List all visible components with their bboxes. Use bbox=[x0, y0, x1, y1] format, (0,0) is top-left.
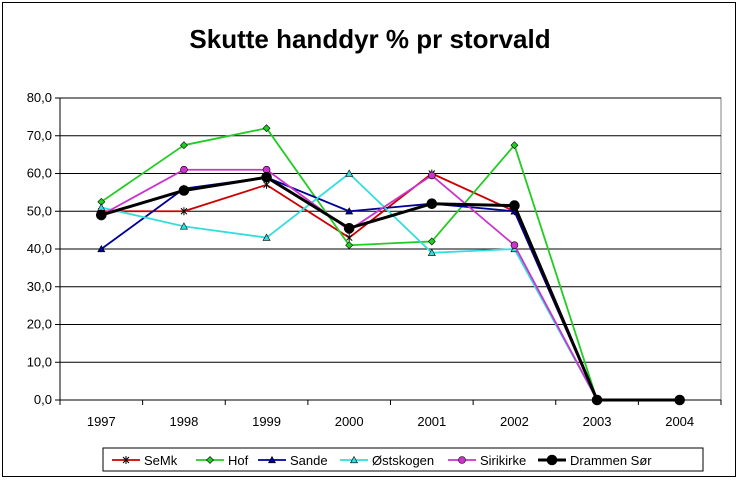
legend-item: Sande bbox=[258, 453, 328, 468]
legend-label: Hof bbox=[228, 453, 249, 468]
data-point-marker bbox=[179, 222, 188, 230]
y-tick-label: 60,0 bbox=[27, 166, 52, 181]
legend-item: Drammen Sør bbox=[538, 453, 652, 468]
legend-item: Hof bbox=[196, 453, 249, 468]
data-point-marker bbox=[427, 248, 436, 256]
data-point-marker bbox=[458, 456, 466, 464]
data-point-marker bbox=[96, 209, 107, 221]
data-point-marker bbox=[180, 207, 188, 216]
data-point-marker bbox=[591, 394, 603, 406]
x-tick-label: 1999 bbox=[252, 414, 281, 429]
legend-box bbox=[102, 447, 704, 472]
x-tick-label: 2003 bbox=[583, 414, 612, 429]
chart-title: Skutte handdyr % pr storvald bbox=[189, 24, 550, 54]
y-tick-label: 30,0 bbox=[27, 279, 52, 294]
data-point-marker bbox=[349, 455, 359, 464]
legend-label: SeMk bbox=[144, 453, 178, 468]
data-point-marker bbox=[206, 456, 214, 464]
y-tick-label: 50,0 bbox=[27, 203, 52, 218]
data-point-marker bbox=[180, 165, 188, 174]
data-point-marker bbox=[510, 141, 519, 150]
x-tick-label: 1998 bbox=[169, 414, 198, 429]
data-point-marker bbox=[345, 169, 354, 177]
data-point-marker bbox=[345, 207, 354, 215]
legend-label: Sande bbox=[290, 453, 328, 468]
data-point-marker bbox=[345, 241, 354, 250]
data-point-marker bbox=[509, 200, 520, 211]
x-tick-label: 2002 bbox=[500, 414, 529, 429]
y-tick-label: 10,0 bbox=[27, 354, 52, 369]
data-point-marker bbox=[546, 454, 558, 466]
y-tick-label: 80,0 bbox=[27, 90, 52, 105]
legend-label: Sirikirke bbox=[480, 453, 526, 468]
x-tick-label: 2004 bbox=[665, 414, 694, 429]
legend: SeMk Hof Sande Østskogen Sirikirke Drammen Sø… bbox=[102, 447, 704, 472]
series-5 bbox=[96, 171, 685, 406]
data-point-marker bbox=[97, 244, 106, 253]
legend-label: Drammen Sør bbox=[570, 453, 652, 468]
data-point-marker bbox=[345, 233, 353, 242]
data-point-marker bbox=[428, 171, 436, 180]
data-point-marker bbox=[261, 171, 272, 183]
legend-item: SeMk bbox=[112, 453, 178, 468]
legend-label: Østskogen bbox=[372, 453, 434, 468]
data-point-marker bbox=[426, 198, 438, 209]
data-point-marker bbox=[267, 455, 277, 464]
data-point-marker bbox=[427, 237, 436, 246]
series-line bbox=[100, 175, 680, 402]
axes: 0,0 10,0 20,0 30,0 40,0 50,0 60,0 70,0 80,0 1997 1… bbox=[27, 90, 722, 429]
data-point-marker bbox=[510, 241, 519, 250]
data-point-marker bbox=[262, 124, 271, 133]
data-point-marker bbox=[178, 185, 190, 196]
data-point-marker bbox=[262, 233, 271, 241]
legend-item: Sirikirke bbox=[448, 453, 526, 468]
data-point-marker bbox=[122, 456, 130, 464]
legend-item: Østskogen bbox=[340, 453, 434, 468]
y-tick-label: 40,0 bbox=[27, 241, 52, 256]
y-tick-label: 20,0 bbox=[27, 317, 52, 332]
y-tick-label: 70,0 bbox=[27, 128, 52, 143]
x-tick-label: 2000 bbox=[335, 414, 364, 429]
data-point-marker bbox=[674, 394, 685, 406]
data-point-marker bbox=[343, 222, 355, 234]
x-tick-label: 2001 bbox=[417, 414, 446, 429]
y-tick-label: 0,0 bbox=[34, 392, 52, 407]
data-point-marker bbox=[180, 141, 188, 150]
x-tick-label: 1997 bbox=[87, 414, 116, 429]
series-group bbox=[96, 124, 685, 406]
